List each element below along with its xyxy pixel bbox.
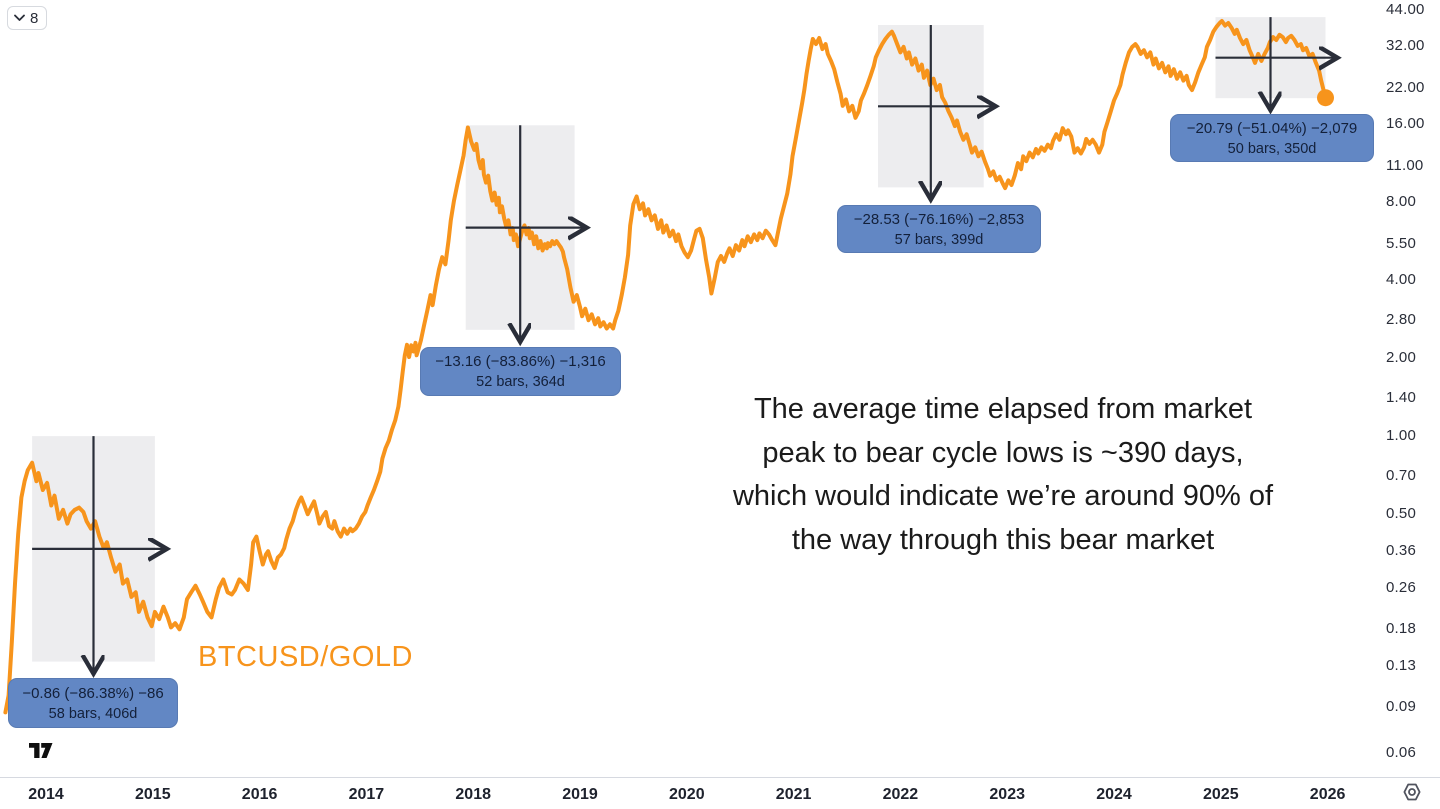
time-axis-label: 2019	[562, 786, 598, 803]
time-axis-label: 2024	[1096, 786, 1132, 803]
symbol-label: BTCUSD/GOLD	[198, 641, 413, 673]
chevron-down-icon	[14, 14, 25, 21]
annotation-line: which would indicate we’re around 90% of	[732, 480, 1274, 512]
time-axis-label: 2022	[882, 786, 919, 803]
time-axis-label: 2016	[241, 786, 278, 803]
interval-badge-value: 8	[30, 9, 39, 27]
settings-gear-icon[interactable]	[1402, 782, 1422, 802]
measure-label-duration: 57 bars, 399d	[894, 231, 984, 248]
price-axis-label: 0.13	[1386, 656, 1416, 674]
annotation-line: peak to bear cycle lows is ~390 days,	[762, 436, 1244, 469]
price-axis-label: 8.00	[1386, 192, 1416, 210]
price-axis-label: 1.00	[1386, 427, 1416, 445]
price-axis-label: 4.00	[1386, 271, 1416, 289]
annotation-text: The average time elapsed from market peak…	[642, 388, 1364, 562]
time-axis-label: 2018	[455, 786, 491, 803]
measure-label-box[interactable]: −13.16 (−83.86%) −1,316 52 bars, 364d	[420, 347, 621, 396]
annotation-line: The average time elapsed from market	[753, 393, 1253, 425]
price-axis-label: 0.50	[1386, 505, 1416, 523]
time-axis-label: 2025	[1203, 786, 1239, 803]
measure-label-duration: 58 bars, 406d	[48, 705, 138, 722]
time-axis-label: 2023	[989, 786, 1025, 803]
measure-label-change: −13.16 (−83.86%) −1,316	[435, 353, 606, 370]
price-axis-label: 0.26	[1386, 578, 1416, 596]
price-line	[3, 19, 1328, 715]
price-axis-label: 0.18	[1386, 620, 1416, 638]
measure-label-change: −0.86 (−86.38%) −86	[22, 684, 164, 702]
measure-label-duration: 50 bars, 350d	[1227, 140, 1317, 157]
measure-label-box[interactable]: −20.79 (−51.04%) −2,079 50 bars, 350d	[1170, 114, 1374, 162]
price-axis-label: 1.40	[1386, 389, 1416, 407]
price-axis-label: 5.50	[1386, 235, 1416, 253]
price-axis-label: 22.00	[1386, 79, 1425, 97]
price-axis-label: 11.00	[1386, 157, 1424, 175]
price-axis-label: 0.36	[1386, 542, 1416, 560]
measure-label-change: −28.53 (−76.16%) −2,853	[853, 210, 1025, 228]
tradingview-logo-icon[interactable]	[29, 743, 53, 759]
time-axis-label: 2020	[669, 786, 705, 803]
price-axis-label: 32.00	[1386, 36, 1425, 54]
time-axis-label: 2021	[775, 786, 812, 803]
measure-label-duration: 52 bars, 364d	[476, 374, 565, 390]
interval-badge[interactable]: 8	[7, 6, 48, 30]
measure-label-box[interactable]: −28.53 (−76.16%) −2,853 57 bars, 399d	[837, 205, 1041, 253]
price-axis-label: 44.00	[1386, 1, 1425, 18]
measure-label-change: −20.79 (−51.04%) −2,079	[1186, 119, 1358, 137]
price-axis-label: 2.80	[1386, 311, 1416, 329]
price-axis-label: 0.06	[1386, 743, 1416, 761]
price-axis-label: 0.09	[1386, 698, 1416, 716]
price-axis-label: 0.70	[1386, 467, 1416, 485]
price-axis-label: 16.00	[1386, 114, 1425, 132]
last-price-dot	[1317, 89, 1334, 107]
time-axis-label: 2015	[135, 786, 171, 803]
time-axis-label: 2014	[28, 786, 64, 803]
price-axis-label: 2.00	[1386, 349, 1416, 367]
time-axis[interactable]: 2014 2015 2016 2017 2018 2019 2020 2021 2022 2023…	[0, 777, 1440, 809]
measure-label-box[interactable]: −0.86 (−86.38%) −86 58 bars, 406d	[8, 678, 178, 728]
annotation-line: the way through this bear market	[791, 523, 1215, 556]
time-axis-label: 2026	[1309, 786, 1346, 803]
time-axis-label: 2017	[348, 786, 385, 803]
